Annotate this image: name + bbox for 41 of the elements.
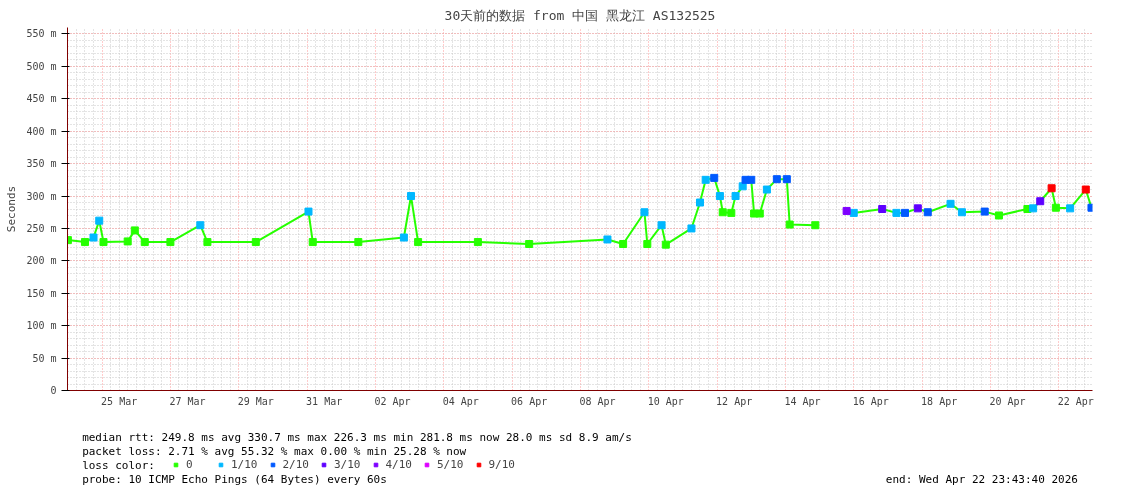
text: probe: 10 ICMP Echo Pings (64 Bytes) every 60s [82, 473, 387, 486]
text: median rtt: 249.8 ms avg 330.7 ms max 226.3 ms min 281.8 ms now 28.0 ms sd 8.9 am/s [82, 431, 632, 444]
y-tick-label: 350 m [26, 158, 57, 170]
y-tick-label: 100 m [26, 320, 57, 332]
x-tick-label: 06 Apr [511, 395, 548, 407]
chart-title: 30天前的数据 from 中国 黑龙江 AS132525 [444, 7, 716, 23]
x-tick-label: 10 Apr [647, 395, 684, 407]
y-tick-label: 200 m [26, 255, 57, 267]
y-tick-label: 500 m [26, 60, 57, 72]
x-tick-label: 31 Mar [306, 395, 343, 407]
x-tick-label: 16 Apr [852, 395, 889, 407]
x-tick-label: 04 Apr [442, 395, 479, 407]
x-tick-label: 18 Apr [921, 395, 958, 407]
x-tick-label: 12 Apr [716, 395, 753, 407]
x-tick-label: 22 Apr [1057, 395, 1094, 407]
y-tick-label: 150 m [26, 287, 57, 299]
x-tick-label: 02 Apr [374, 395, 411, 407]
legend-label: 2/10 [282, 458, 309, 471]
y-tick-label: 50 m [32, 352, 57, 364]
legend-label: 5/10 [437, 458, 464, 471]
legend-label: 1/10 [231, 458, 258, 471]
legend-label: 4/10 [385, 458, 412, 471]
legend-label: 9/10 [488, 458, 515, 471]
legend-title: loss color: [82, 459, 155, 472]
x-tick-label: 20 Apr [989, 395, 1026, 407]
x-tick-label: 25 Mar [101, 395, 138, 407]
x-tick-label: 14 Apr [784, 395, 821, 407]
text: end: Wed Apr 22 23:43:40 2026 [885, 473, 1078, 486]
y-tick-label: 250 m [26, 222, 57, 234]
legend-label: 3/10 [334, 458, 361, 471]
y-tick-label: 550 m [26, 28, 57, 40]
x-tick-label: 29 Mar [237, 395, 274, 407]
y-tick-label: 450 m [26, 93, 57, 105]
y-tick-label: 300 m [26, 190, 57, 202]
text: packet loss: 2.71 % avg 55.32 % max 0.00 % min 25.28 % now [82, 445, 467, 458]
y-tick-label: 400 m [26, 125, 57, 137]
x-tick-label: 27 Mar [169, 395, 206, 407]
y-tick-label: 0 [50, 385, 57, 396]
x-tick-label: 08 Apr [579, 395, 616, 407]
y-axis-title: Seconds [5, 185, 19, 233]
legend-label: 0 [186, 458, 194, 471]
